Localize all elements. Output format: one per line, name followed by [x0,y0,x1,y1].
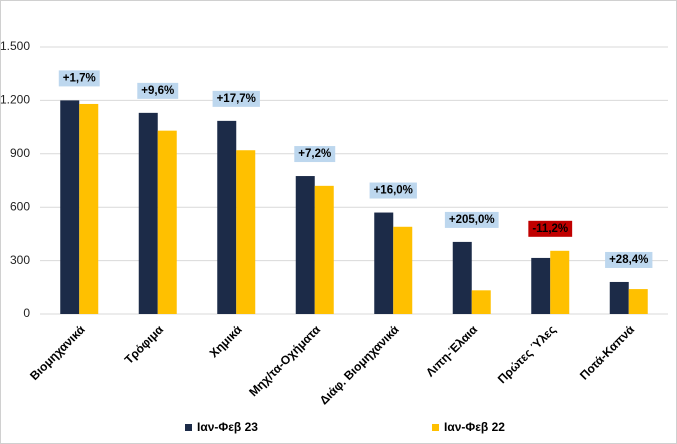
annotation: +9,6% [137,82,179,99]
bar [314,185,334,314]
annotation-box [137,82,179,99]
y-tick-label: 0 [23,306,30,320]
bar [609,281,629,314]
legend-swatch [432,424,439,431]
y-tick-label: 600 [10,199,30,213]
annotation-label: +17,7% [217,93,256,105]
annotation: +205,0% [444,211,499,228]
annotation-label: +9,6% [141,85,174,97]
y-tick-label: 300 [10,253,30,267]
bar [452,241,472,314]
bar [79,103,99,315]
annotation-box [212,90,260,107]
annotation-box [605,251,653,268]
annotation-box [294,146,336,163]
annotation-box [444,211,499,228]
bar [157,130,177,314]
legend-swatch [185,424,192,431]
annotation-box [58,70,100,87]
bar [393,226,413,314]
y-tick-label: 900 [10,146,30,160]
annotation-box [369,182,417,199]
y-tick-label: 1.200 [0,93,30,107]
bar [550,250,570,314]
annotation-label: +16,0% [374,185,413,197]
annotation-label: +1,7% [63,72,96,84]
annotation: -11,2% [528,220,573,237]
annotation: +17,7% [212,90,260,107]
annotation: +7,2% [294,146,336,163]
legend-label: Ιαν-Φεβ 22 [444,420,505,434]
annotation-label: +28,4% [609,254,648,266]
bar [138,112,158,314]
annotation: +1,7% [58,70,100,87]
annotation-label: -11,2% [532,223,568,235]
annotation: +16,0% [369,182,417,199]
bar [628,289,648,314]
annotation-label: +205,0% [449,214,495,226]
annotation: +28,4% [605,251,653,268]
bar [217,120,237,315]
bar [60,100,80,315]
bar [471,290,491,314]
bar [374,212,394,314]
annotation-box [528,220,573,237]
legend-label: Ιαν-Φεβ 23 [197,420,258,434]
annotation-label: +7,2% [298,148,331,160]
bar [236,150,256,314]
bar [295,176,315,314]
bar [531,257,551,314]
y-tick-label: 1.500 [0,39,30,53]
